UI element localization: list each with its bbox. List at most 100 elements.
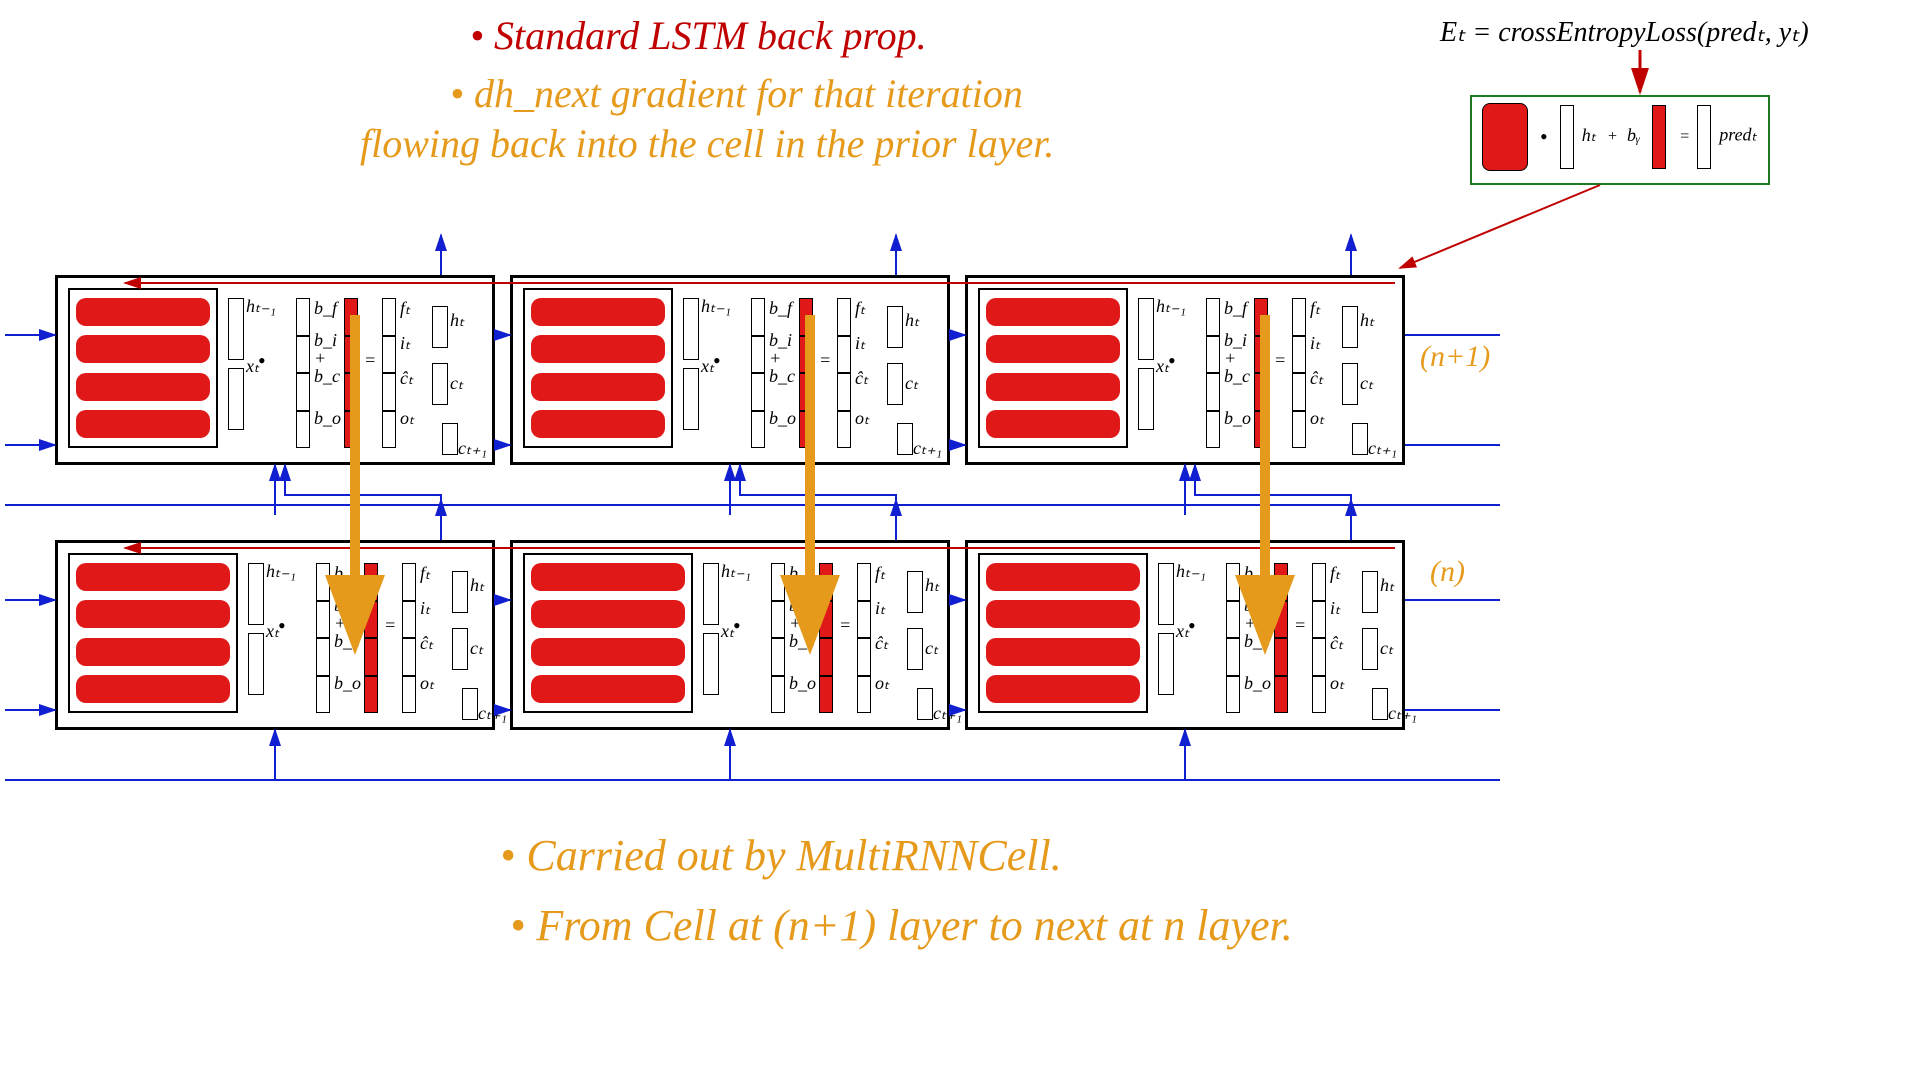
red-result-bar xyxy=(799,298,813,448)
eq-icon: = xyxy=(1680,128,1689,146)
cnext-label: cₜ₊₁ xyxy=(913,438,942,459)
weight-row-icon xyxy=(76,675,230,703)
ht-label: hₜ xyxy=(450,310,464,331)
bf-label: b_f xyxy=(334,563,357,584)
lstm-cell: hₜ₋₁•xₜb_fb_i+b_cb_o=fₜiₜĉₜoₜhₜcₜcₜ₊₁ xyxy=(965,275,1405,465)
lstm-cell: hₜ₋₁•xₜb_fb_i+b_cb_o=fₜiₜĉₜoₜhₜcₜcₜ₊₁ xyxy=(965,540,1405,730)
ct-label: cₜ xyxy=(450,373,463,394)
b-bar xyxy=(1206,298,1220,448)
layer-label-lower: (n) xyxy=(1430,555,1465,589)
o-label: oₜ xyxy=(400,408,414,429)
o-label: oₜ xyxy=(420,673,434,694)
cnext-bar xyxy=(1352,423,1368,455)
o-label: oₜ xyxy=(1330,673,1344,694)
h-prev-label: hₜ₋₁ xyxy=(1156,296,1186,317)
weight-row-icon xyxy=(531,563,685,591)
ht-label: hₜ xyxy=(925,575,939,596)
red-result-bar xyxy=(1254,298,1268,448)
red-result-bar xyxy=(1274,563,1288,713)
note-bottom-2: • From Cell at (n+1) layer to next at n … xyxy=(510,900,1293,951)
ctilde-label: ĉₜ xyxy=(855,368,868,389)
cnext-label: cₜ₊₁ xyxy=(1368,438,1397,459)
f-label: fₜ xyxy=(875,563,885,584)
x-label: xₜ xyxy=(1176,621,1189,642)
hprev-bar xyxy=(703,563,719,625)
dot-icon: • xyxy=(1540,124,1548,150)
lstm-cell: hₜ₋₁•xₜb_fb_i+b_cb_o=fₜiₜĉₜoₜhₜcₜcₜ₊₁ xyxy=(55,540,495,730)
eq-label: = xyxy=(819,350,831,371)
bf-label: b_f xyxy=(789,563,812,584)
weights-block xyxy=(523,288,673,448)
weight-row-icon xyxy=(986,563,1140,591)
eq-label: = xyxy=(1274,350,1286,371)
red-result-bar xyxy=(344,298,358,448)
weight-row-icon xyxy=(531,298,665,326)
bc-label: b_c xyxy=(314,366,340,387)
ct-label: cₜ xyxy=(470,638,483,659)
weights-block xyxy=(68,553,238,713)
bo-label: b_o xyxy=(1244,673,1271,694)
ht-bar xyxy=(432,306,448,348)
weight-row-icon xyxy=(76,563,230,591)
output-box: • hₜ + bᵧ = predₜ xyxy=(1470,95,1770,185)
ht-label: hₜ xyxy=(905,310,919,331)
hprev-bar xyxy=(248,563,264,625)
output-matrix-icon xyxy=(1482,103,1528,171)
gate-bar xyxy=(382,298,396,448)
bo-label: b_o xyxy=(1224,408,1251,429)
cnext-bar xyxy=(462,688,478,720)
weight-row-icon xyxy=(986,600,1140,628)
ct-bar xyxy=(1342,363,1358,405)
gate-bar xyxy=(1312,563,1326,713)
bc-label: b_c xyxy=(769,366,795,387)
cnext-bar xyxy=(897,423,913,455)
cnext-bar xyxy=(917,688,933,720)
diagram-stage: Eₜ = crossEntropyLoss(predₜ, yₜ) • Stand… xyxy=(0,0,1920,1080)
b-bar xyxy=(296,298,310,448)
gate-bar xyxy=(1292,298,1306,448)
x-bar xyxy=(683,368,699,430)
cnext-label: cₜ₊₁ xyxy=(478,703,507,724)
note-red-top: • Standard LSTM back prop. xyxy=(470,12,927,59)
bf-label: b_f xyxy=(1244,563,1267,584)
o-label: oₜ xyxy=(1310,408,1324,429)
i-label: iₜ xyxy=(1310,333,1320,354)
weights-block xyxy=(523,553,693,713)
x-bar xyxy=(1158,633,1174,695)
bf-label: b_f xyxy=(1224,298,1247,319)
eq-label: = xyxy=(364,350,376,371)
out-pred-label: predₜ xyxy=(1719,125,1757,145)
bc-label: b_c xyxy=(1224,366,1250,387)
bo-label: b_o xyxy=(789,673,816,694)
ht-label: hₜ xyxy=(1360,310,1374,331)
ct-bar xyxy=(1362,628,1378,670)
weight-row-icon xyxy=(76,600,230,628)
h-bar-icon xyxy=(1560,105,1574,169)
note-orange-1: • dh_next gradient for that iteration xyxy=(450,70,1023,117)
b-bar xyxy=(1226,563,1240,713)
red-result-bar xyxy=(364,563,378,713)
eq-label: = xyxy=(1294,615,1306,636)
x-label: xₜ xyxy=(721,621,734,642)
ct-label: cₜ xyxy=(925,638,938,659)
bc-label: b_c xyxy=(789,631,815,652)
h-prev-label: hₜ₋₁ xyxy=(721,561,751,582)
f-label: fₜ xyxy=(1310,298,1320,319)
ct-bar xyxy=(452,628,468,670)
cnext-label: cₜ₊₁ xyxy=(1388,703,1417,724)
weight-row-icon xyxy=(531,335,665,363)
gate-bar xyxy=(857,563,871,713)
x-bar xyxy=(228,368,244,430)
i-label: iₜ xyxy=(420,598,430,619)
weight-row-icon xyxy=(76,298,210,326)
h-prev-label: hₜ₋₁ xyxy=(266,561,296,582)
ctilde-label: ĉₜ xyxy=(400,368,413,389)
pred-bar-icon xyxy=(1697,105,1711,169)
x-bar xyxy=(248,633,264,695)
weight-row-icon xyxy=(531,638,685,666)
h-prev-label: hₜ₋₁ xyxy=(246,296,276,317)
i-label: iₜ xyxy=(400,333,410,354)
weight-row-icon xyxy=(531,373,665,401)
out-by-label: bᵧ xyxy=(1627,125,1640,145)
ht-bar xyxy=(1342,306,1358,348)
